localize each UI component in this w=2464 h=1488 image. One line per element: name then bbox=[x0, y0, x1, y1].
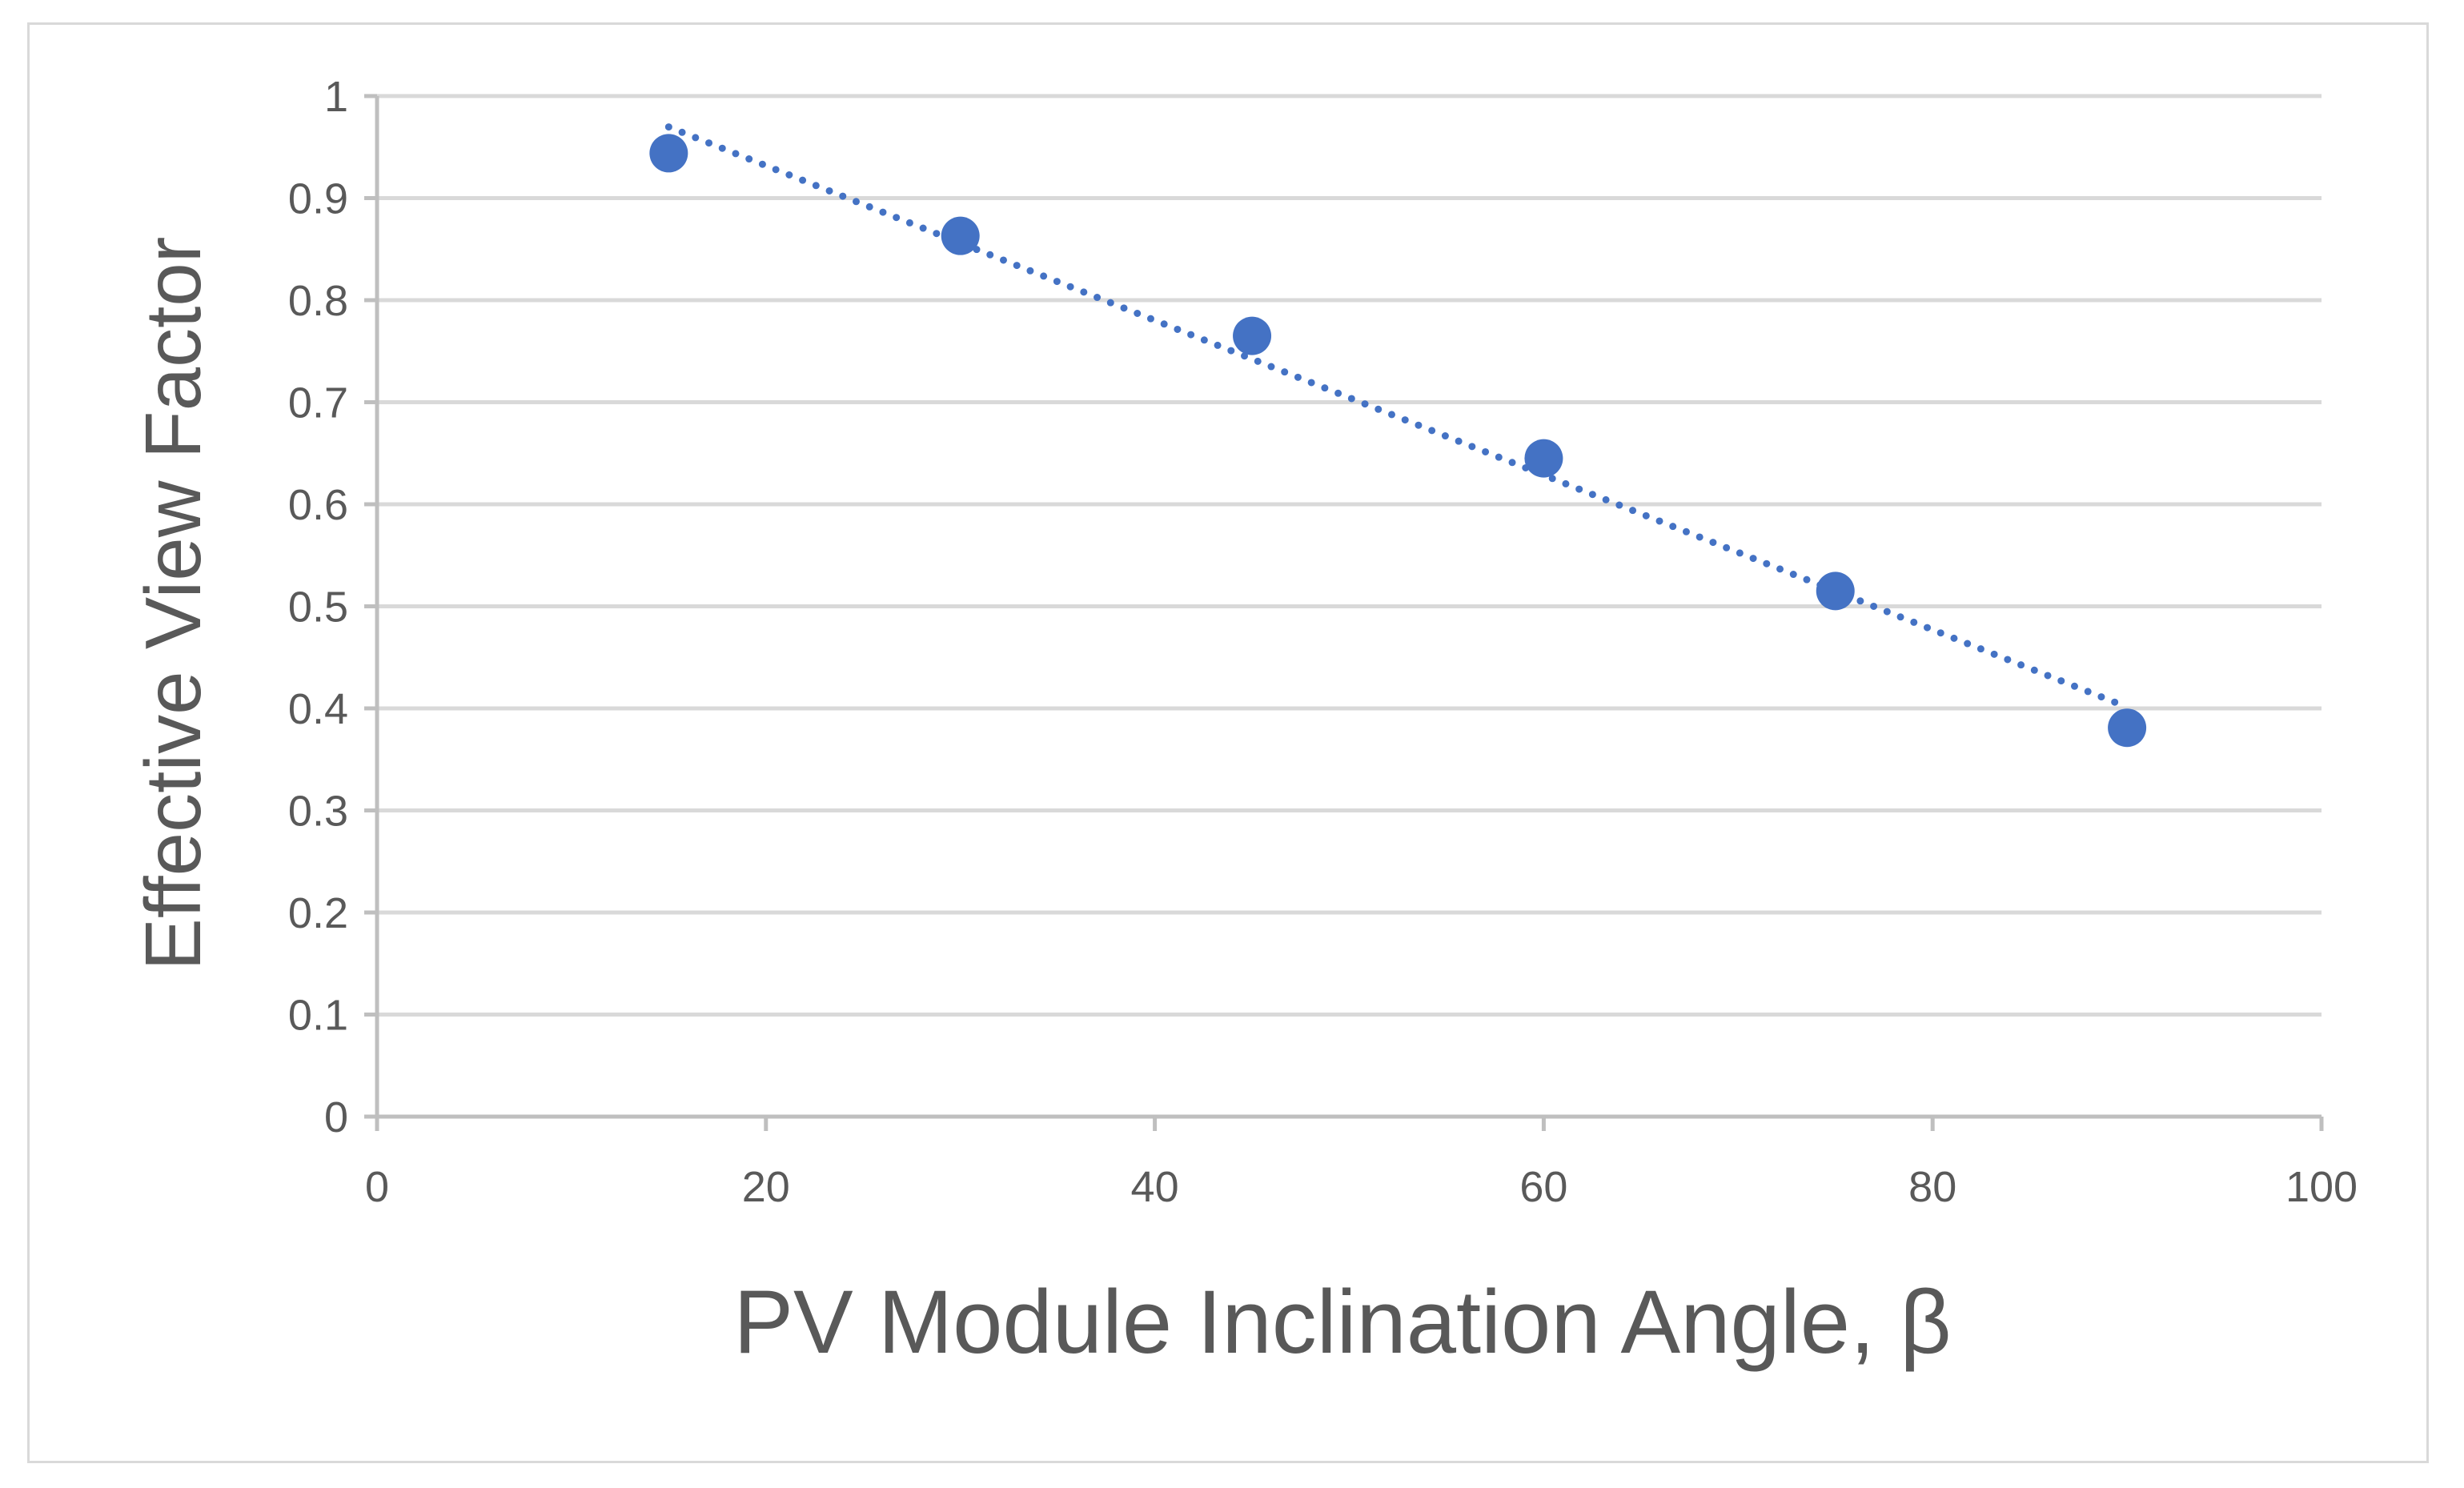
y-tick-labels: 0 0.1 0.2 0.3 0.4 0.5 0.6 0.7 0.8 0.9 1 bbox=[288, 73, 348, 1141]
data-point-0-0 bbox=[649, 134, 688, 173]
x-tick-label-0: 0 bbox=[365, 1163, 389, 1211]
chart-frame bbox=[27, 22, 2429, 1463]
data-point-0-4 bbox=[1816, 572, 1855, 611]
trendline-0 bbox=[664, 123, 2131, 711]
y-tick-label-10: 1 bbox=[324, 73, 348, 121]
data-point-0-5 bbox=[2108, 708, 2147, 748]
x-tick-label-5: 100 bbox=[2285, 1163, 2358, 1211]
data-points bbox=[649, 134, 2147, 748]
y-tick-label-6: 0.6 bbox=[288, 481, 348, 529]
x-tick-label-4: 80 bbox=[1908, 1163, 1956, 1211]
data-point-0-1 bbox=[941, 216, 980, 255]
y-tick-label-5: 0.5 bbox=[288, 584, 348, 632]
y-tick-label-4: 0.4 bbox=[288, 685, 348, 733]
x-tick-label-1: 20 bbox=[742, 1163, 790, 1211]
y-tick-label-9: 0.9 bbox=[288, 175, 348, 223]
y-tick-label-2: 0.2 bbox=[288, 889, 348, 937]
y-tick-label-7: 0.7 bbox=[288, 379, 348, 427]
gridlines bbox=[377, 94, 2322, 1017]
axes bbox=[364, 94, 2324, 1131]
y-tick-label-8: 0.8 bbox=[288, 277, 348, 325]
x-tick-labels: 0 20 40 60 80 100 bbox=[365, 1163, 2358, 1211]
data-point-0-2 bbox=[1233, 316, 1272, 355]
trendline bbox=[664, 123, 2131, 711]
x-axis-title: PV Module Inclination Angle, β bbox=[733, 1272, 1951, 1372]
y-tick-label-0: 0 bbox=[324, 1093, 348, 1141]
x-tick-label-2: 40 bbox=[1131, 1163, 1179, 1211]
y-axis-title: Effective View Factor bbox=[129, 237, 217, 971]
y-tick-label-1: 0.1 bbox=[288, 992, 348, 1040]
data-point-0-3 bbox=[1524, 439, 1563, 478]
y-tick-label-3: 0.3 bbox=[288, 788, 348, 836]
x-tick-label-3: 60 bbox=[1519, 1163, 1567, 1211]
